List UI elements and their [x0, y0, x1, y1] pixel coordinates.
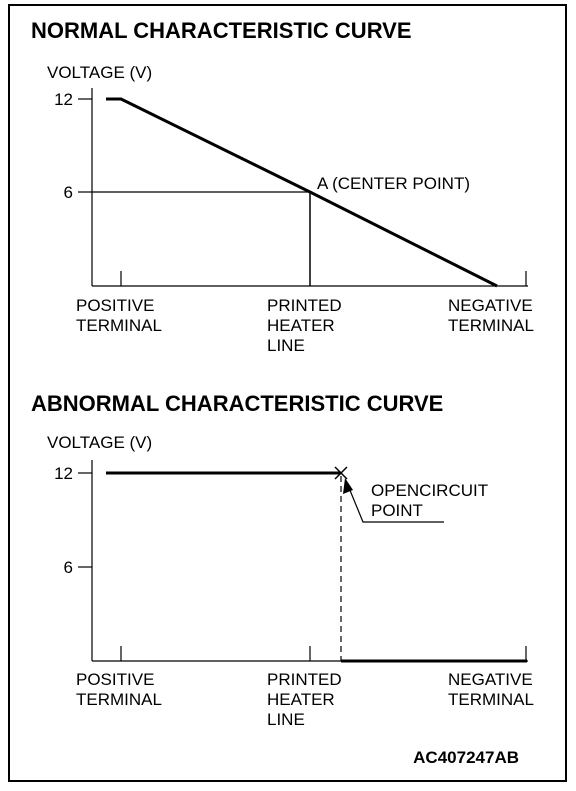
opencircuit-leader-arrow	[343, 478, 444, 523]
abnormal-x-label-positive: POSITIVE TERMINAL	[76, 670, 162, 709]
normal-x-label-positive: POSITIVE TERMINAL	[76, 296, 162, 335]
figure-frame	[8, 4, 567, 782]
abnormal-chart-title: ABNORMAL CHARACTERISTIC CURVE	[31, 391, 443, 416]
normal-y-tick-label-6: 6	[64, 183, 73, 202]
normal-chart: NORMAL CHARACTERISTIC CURVE VOLTAGE (V) …	[31, 18, 537, 355]
abnormal-chart: ABNORMAL CHARACTERISTIC CURVE VOLTAGE (V…	[31, 391, 537, 729]
opencircuit-x-mark	[334, 466, 348, 480]
abnormal-y-tick-label-6: 6	[64, 558, 73, 577]
normal-y-axis-label: VOLTAGE (V)	[47, 63, 152, 82]
normal-annotation-center-point: A (CENTER POINT)	[317, 174, 470, 193]
abnormal-x-label-printed-heater-line: PRINTED HEATER LINE	[267, 670, 346, 729]
abnormal-annotation-opencircuit-point: OPENCIRCUIT POINT	[371, 481, 493, 520]
abnormal-y-axis-label: VOLTAGE (V)	[47, 433, 152, 452]
normal-x-label-negative: NEGATIVE TERMINAL	[448, 296, 537, 335]
normal-voltage-curve	[106, 97, 498, 288]
normal-x-label-printed-heater-line: PRINTED HEATER LINE	[267, 296, 346, 355]
normal-y-tick-label-12: 12	[54, 90, 73, 109]
normal-chart-title: NORMAL CHARACTERISTIC CURVE	[31, 18, 412, 43]
abnormal-y-tick-label-12: 12	[54, 464, 73, 483]
figure-code: AC407247AB	[413, 748, 519, 767]
abnormal-x-label-negative: NEGATIVE TERMINAL	[448, 670, 537, 709]
